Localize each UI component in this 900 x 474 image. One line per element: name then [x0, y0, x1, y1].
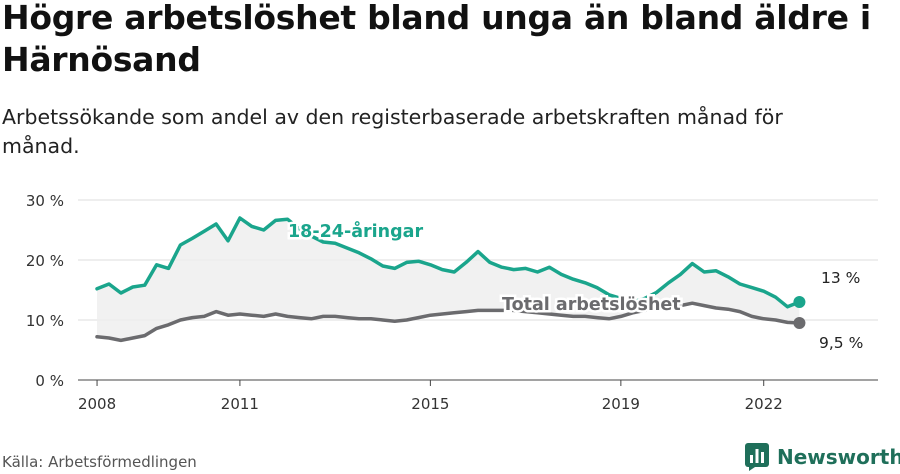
- gap-area: [97, 218, 800, 341]
- y-tick-label: 0 %: [35, 372, 64, 390]
- end-value-label-total: 9,5 %: [819, 334, 863, 352]
- series-end-point-1: [793, 317, 806, 329]
- series-line-0: [95, 216, 802, 309]
- x-tick-label: 2011: [221, 395, 259, 413]
- series-label-total: Total arbetslöshet: [502, 295, 681, 315]
- chart-title: Högre arbetslöshet bland unga än bland ä…: [2, 0, 871, 79]
- source-note: Källa: Arbetsförmedlingen: [2, 453, 197, 471]
- bar-chart-logo-icon: [745, 443, 769, 471]
- series-end-point-0: [793, 296, 806, 308]
- y-tick-label: 20 %: [26, 252, 64, 270]
- brand-logo: Newsworthy: [745, 442, 900, 472]
- series-label-youth: 18-24-åringar: [288, 220, 423, 242]
- x-tick-label: 2008: [78, 395, 116, 413]
- x-tick-label: 2022: [745, 395, 783, 413]
- y-tick-label: 30 %: [26, 192, 64, 210]
- series-line-1: [95, 301, 802, 343]
- chart-subtitle: Arbetssökande som andel av den registerb…: [2, 105, 783, 158]
- x-tick-label: 2019: [602, 395, 640, 413]
- end-value-label-youth: 13 %: [821, 269, 860, 287]
- x-tick-label: 2015: [411, 395, 449, 413]
- y-tick-label: 10 %: [26, 312, 64, 330]
- line-chart: 0 % 10 % 20 % 30 % 2008 2011 2015 2019 2022 18-24…: [26, 192, 878, 413]
- brand-name: Newsworthy: [777, 445, 900, 469]
